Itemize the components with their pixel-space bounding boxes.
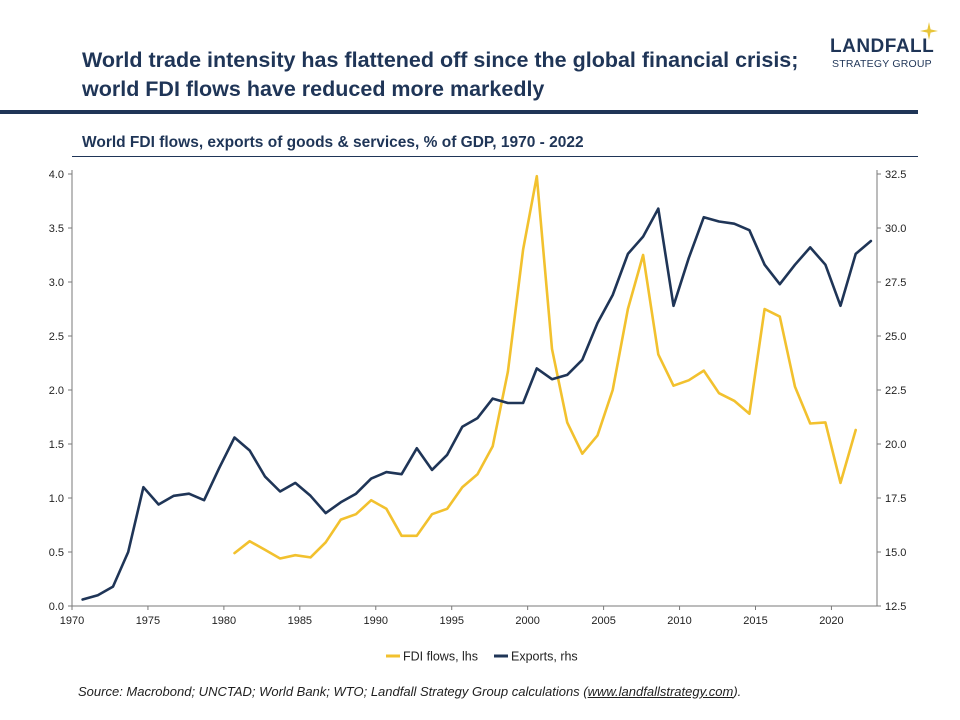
landfall-logo: LANDFALL STRATEGY GROUP [820, 22, 940, 74]
source-text: Source: Macrobond; UNCTAD; World Bank; W… [78, 684, 588, 699]
left-tick-label: 4.0 [49, 169, 64, 181]
chart-axes [71, 170, 878, 607]
left-y-ticks: 0.0 0.5 1.0 1.5 2.0 2.5 3.0 3.5 4.0 [49, 169, 72, 613]
left-tick-label: 2.5 [49, 331, 64, 343]
left-tick-label: 2.0 [49, 385, 64, 397]
left-tick-label: 0.5 [49, 547, 64, 559]
x-tick-label: 1975 [136, 615, 160, 627]
right-tick-label: 30.0 [885, 223, 906, 235]
series-line-fdi-flows [233, 174, 858, 560]
logo-wordmark: LANDFALL [830, 36, 935, 57]
series-lines [81, 174, 873, 601]
headline: World trade intensity has flattened off … [82, 46, 802, 104]
left-tick-label: 1.5 [49, 439, 64, 451]
legend-label: FDI flows, lhs [403, 650, 478, 664]
x-tick-label: 2015 [743, 615, 767, 627]
legend: FDI flows, lhs Exports, rhs [386, 650, 578, 664]
right-tick-label: 22.5 [885, 385, 906, 397]
x-tick-label: 1990 [364, 615, 388, 627]
x-tick-label: 1980 [212, 615, 236, 627]
source-note: Source: Macrobond; UNCTAD; World Bank; W… [78, 684, 741, 699]
left-tick-label: 0.0 [49, 601, 64, 613]
x-tick-label: 2010 [667, 615, 691, 627]
right-tick-label: 20.0 [885, 439, 906, 451]
x-ticks: 1970 1975 1980 1985 1990 1995 2000 2005 2010 2015… [60, 606, 844, 627]
chart-title-underline [72, 156, 918, 157]
legend-label: Exports, rhs [511, 650, 578, 664]
source-link[interactable]: www.landfallstrategy.com [587, 684, 734, 699]
right-tick-label: 17.5 [885, 493, 906, 505]
logo-subtitle: STRATEGY GROUP [832, 58, 932, 70]
chart-title: World FDI flows, exports of goods & serv… [82, 134, 584, 151]
series-line-exports [81, 207, 873, 601]
x-tick-label: 2000 [515, 615, 539, 627]
x-tick-label: 2005 [591, 615, 615, 627]
left-tick-label: 1.0 [49, 493, 64, 505]
x-tick-label: 1970 [60, 615, 84, 627]
right-tick-label: 15.0 [885, 547, 906, 559]
x-tick-label: 1995 [439, 615, 463, 627]
left-tick-label: 3.5 [49, 223, 64, 235]
headline-line-1: World trade intensity has flattened off … [82, 48, 799, 72]
headline-line-2: world FDI flows have reduced more marked… [82, 77, 545, 101]
right-tick-label: 25.0 [885, 331, 906, 343]
right-tick-label: 27.5 [885, 277, 906, 289]
header-divider [0, 110, 918, 114]
star-icon [920, 22, 938, 40]
right-tick-label: 12.5 [885, 601, 906, 613]
x-tick-label: 1985 [288, 615, 312, 627]
right-y-ticks: 12.5 15.0 17.5 20.0 22.5 25.0 27.5 30.0 32.5 [877, 169, 906, 613]
right-tick-label: 32.5 [885, 169, 906, 181]
x-tick-label: 2020 [819, 615, 843, 627]
source-suffix: ). [733, 684, 742, 699]
left-tick-label: 3.0 [49, 277, 64, 289]
